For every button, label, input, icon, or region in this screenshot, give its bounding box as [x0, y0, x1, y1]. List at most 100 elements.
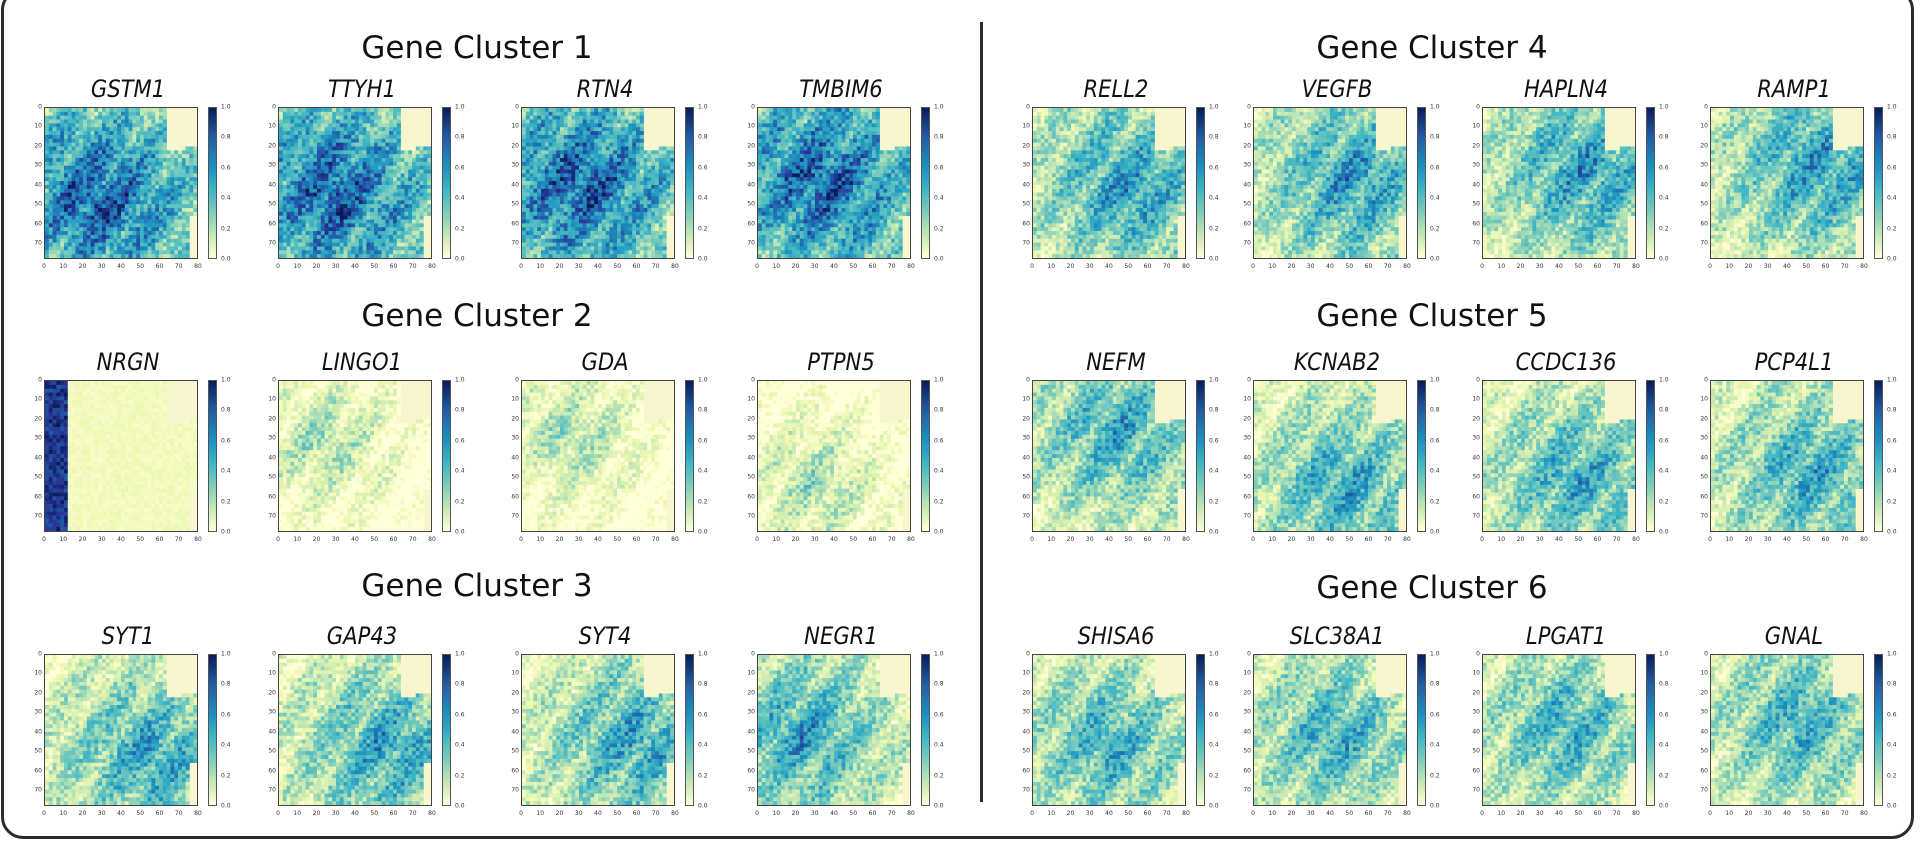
heatmap-cell [67, 250, 72, 255]
heatmap-cell [571, 211, 576, 216]
heatmap-cell [594, 161, 599, 166]
heatmap-cell [423, 207, 428, 213]
heatmap-cell [309, 211, 314, 216]
heatmap-cell [556, 250, 561, 255]
heatmap-cell [128, 165, 133, 170]
heatmap-cell [408, 207, 413, 213]
heatmap-cell [841, 165, 846, 170]
heatmap-cell [151, 246, 156, 251]
heatmap-cell [64, 150, 69, 155]
heatmap-cell [64, 238, 69, 243]
heatmap-cell [94, 219, 99, 224]
heatmap-cell [575, 207, 580, 213]
heatmap-cell [560, 188, 565, 193]
heatmap-cell [598, 154, 603, 159]
heatmap-cell [181, 238, 186, 243]
heatmap-cell [79, 254, 84, 258]
heatmap-cell [811, 108, 816, 113]
heatmap-cell [294, 177, 299, 182]
heatmap-cell [415, 204, 420, 209]
heatmap-cell [324, 161, 329, 166]
heatmap-cell [117, 165, 122, 170]
heatmap-cell [71, 154, 76, 159]
heatmap-cell [358, 127, 363, 132]
heatmap-cell [178, 169, 183, 174]
heatmap-cell [636, 123, 641, 128]
heatmap-cell [389, 123, 394, 128]
heatmap-cell [868, 165, 873, 170]
heatmap-cell [193, 192, 197, 197]
heatmap-cell [117, 134, 122, 140]
heatmap-cell [339, 207, 344, 213]
heatmap-cell [385, 111, 390, 116]
heatmap-cell [355, 161, 360, 166]
heatmap-cell [147, 181, 152, 186]
heatmap-cell [647, 169, 652, 174]
heatmap-cell [105, 142, 110, 147]
heatmap-cell [548, 138, 553, 143]
heatmap-cell [883, 165, 888, 170]
heatmap-cell [121, 173, 126, 178]
heatmap-cell [548, 211, 553, 216]
heatmap-cell [147, 188, 152, 193]
heatmap-cell [159, 108, 164, 113]
heatmap-cell [620, 169, 625, 174]
heatmap-cell [628, 207, 633, 213]
heatmap-cell [872, 142, 877, 147]
heatmap-cell [328, 150, 333, 155]
heatmap-cell [185, 192, 190, 197]
heatmap-cell [651, 173, 656, 178]
heatmap-cell [52, 231, 57, 236]
heatmap-cell [71, 119, 76, 124]
heatmap-cell [548, 204, 553, 209]
heatmap-cell [537, 234, 542, 240]
heatmap-cell [605, 123, 610, 128]
heatmap-cell [799, 131, 804, 136]
heatmap-cell [298, 134, 303, 140]
heatmap-cell [117, 250, 122, 255]
heatmap-cell [317, 250, 322, 255]
heatmap-cell [136, 169, 141, 174]
heatmap-cell [400, 227, 405, 232]
heatmap-cell [45, 134, 50, 140]
heatmap-cell [575, 254, 580, 258]
heatmap-cell [366, 231, 371, 236]
heatmap-cell [351, 108, 356, 113]
heatmap-cell [586, 123, 591, 128]
heatmap-cell [639, 142, 644, 147]
heatmap-cell [328, 154, 333, 159]
heatmap-cell [339, 134, 344, 140]
heatmap-cell [71, 173, 76, 178]
heatmap-cell [525, 188, 530, 193]
heatmap-cell [286, 219, 291, 224]
heatmap-cell [594, 108, 599, 113]
heatmap-cell [86, 250, 91, 255]
heatmap-cell [193, 161, 197, 166]
heatmap-cell [400, 204, 405, 209]
heatmap-cell [860, 138, 865, 143]
heatmap-cell [305, 223, 310, 228]
heatmap-cell [370, 146, 375, 151]
heatmap-cell [94, 200, 99, 205]
heatmap-cell [601, 108, 606, 113]
heatmap-cell [533, 219, 538, 224]
heatmap-cell [624, 123, 629, 128]
heatmap-cell [121, 196, 126, 201]
heatmap-cell [98, 111, 103, 116]
heatmap-cell [86, 154, 91, 159]
heatmap-cell [301, 138, 306, 143]
heatmap-cell [533, 200, 538, 205]
heatmap-cell [366, 165, 371, 170]
heatmap-cell [609, 223, 614, 228]
heatmap-cell [143, 146, 148, 151]
heatmap-cell [396, 238, 401, 243]
heatmap-cell [537, 250, 542, 255]
heatmap-cell [298, 142, 303, 147]
heatmap-cell [522, 204, 527, 209]
heatmap-cell [575, 219, 580, 224]
heatmap-cell [162, 119, 167, 124]
heatmap-cell [613, 200, 618, 205]
heatmap-cell [75, 131, 80, 136]
heatmap-cell [586, 173, 591, 178]
heatmap-cell [347, 108, 352, 113]
